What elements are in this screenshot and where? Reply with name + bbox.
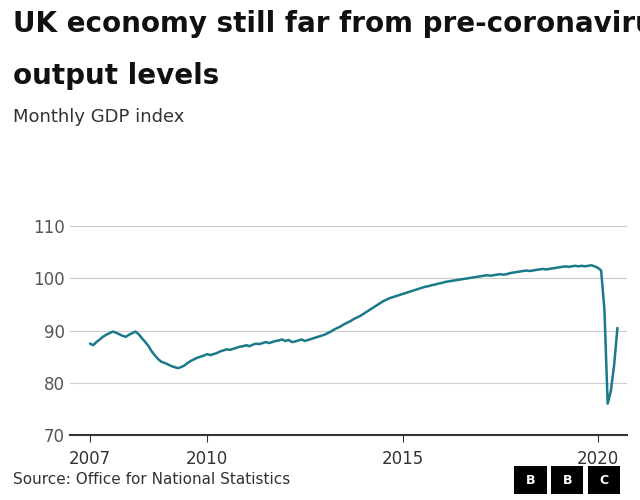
Text: output levels: output levels (13, 62, 219, 90)
Bar (515, 466, 547, 494)
Text: B: B (525, 474, 535, 486)
Text: UK economy still far from pre-coronavirus: UK economy still far from pre-coronaviru… (13, 10, 640, 38)
Bar (551, 466, 584, 494)
Text: C: C (600, 474, 609, 486)
Text: B: B (563, 474, 572, 486)
Text: Source: Office for National Statistics: Source: Office for National Statistics (13, 472, 290, 488)
Text: Monthly GDP index: Monthly GDP index (13, 108, 184, 126)
Bar (588, 466, 620, 494)
